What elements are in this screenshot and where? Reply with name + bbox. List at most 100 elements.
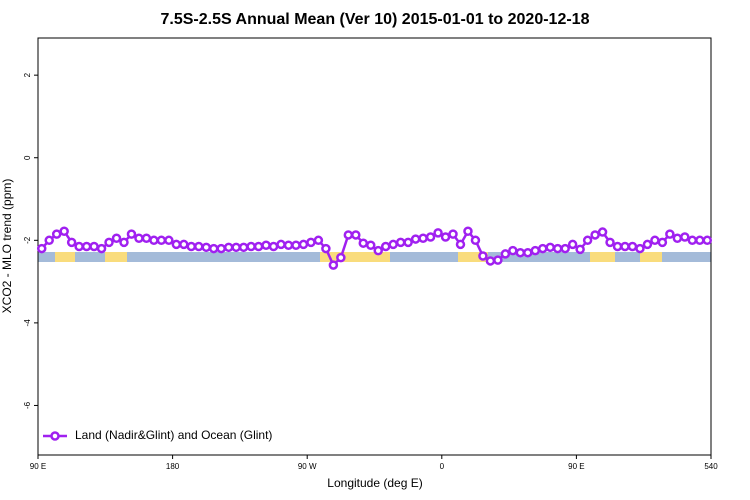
- data-point: [343, 230, 354, 240]
- data-point: [545, 242, 555, 253]
- data-point: [530, 245, 541, 256]
- data-point: [328, 260, 339, 270]
- data-point: [552, 243, 563, 254]
- data-point: [515, 247, 526, 258]
- data-point: [141, 233, 152, 243]
- land-patch: [55, 252, 75, 262]
- data-point: [373, 245, 383, 256]
- data-point: [657, 237, 668, 248]
- data-point: [597, 227, 608, 237]
- land-patch: [320, 252, 390, 262]
- data-point: [44, 235, 54, 246]
- data-point: [89, 241, 99, 252]
- data-point: [298, 239, 309, 250]
- data-point: [403, 237, 413, 248]
- data-point: [605, 237, 615, 248]
- data-point: [478, 251, 488, 261]
- y-tick-label: -4: [23, 319, 32, 327]
- data-point: [351, 230, 361, 240]
- data-point: [59, 226, 69, 236]
- data-point: [635, 243, 645, 254]
- data-point: [665, 229, 675, 239]
- x-axis-label: Longitude (deg E): [327, 476, 422, 490]
- data-point: [223, 242, 234, 253]
- data-point: [81, 241, 92, 252]
- legend-marker: [50, 431, 60, 441]
- data-point: [134, 233, 144, 243]
- data-point: [388, 239, 398, 250]
- data-point: [440, 232, 451, 242]
- data-point: [672, 233, 683, 243]
- data-point: [194, 241, 204, 252]
- data-point: [238, 242, 249, 253]
- data-point: [650, 235, 660, 246]
- data-point: [493, 255, 503, 265]
- data-point: [186, 241, 197, 252]
- data-point: [36, 243, 47, 254]
- data-point: [104, 237, 114, 248]
- data-point: [567, 239, 578, 250]
- data-point: [575, 244, 585, 255]
- data-point: [582, 235, 593, 246]
- data-point: [523, 247, 533, 258]
- y-axis-label: XCO2 - MLO trend (ppm): [0, 179, 14, 314]
- y-tick-label: 0: [23, 155, 32, 160]
- data-point: [433, 228, 443, 238]
- land-patch: [590, 252, 615, 262]
- data-point: [126, 229, 137, 239]
- data-point: [336, 252, 346, 263]
- data-point: [201, 242, 211, 253]
- data-point: [111, 233, 122, 243]
- data-point: [538, 243, 548, 254]
- data-point: [410, 234, 421, 244]
- data-point: [500, 249, 511, 259]
- data-point: [66, 237, 77, 248]
- data-point: [455, 239, 466, 250]
- x-tick-label: 90 E: [30, 462, 46, 471]
- data-point: [171, 239, 182, 250]
- data-point: [164, 235, 174, 246]
- data-point: [358, 238, 369, 248]
- data-point: [231, 242, 241, 253]
- data-point: [179, 239, 189, 250]
- data-point: [276, 239, 286, 250]
- data-point: [485, 256, 496, 266]
- data-point: [253, 241, 264, 252]
- x-tick-label: 90 W: [298, 462, 317, 471]
- data-point: [702, 235, 713, 246]
- data-point: [642, 239, 653, 250]
- x-tick-label: 180: [166, 462, 180, 471]
- data-point: [74, 241, 84, 252]
- data-point: [246, 241, 256, 252]
- y-tick-label: 2: [23, 72, 32, 77]
- data-point: [96, 243, 107, 254]
- land-patch: [640, 252, 662, 262]
- data-point: [149, 235, 159, 246]
- y-tick-label: -6: [23, 401, 32, 409]
- y-tick-label: -2: [23, 236, 32, 244]
- data-point: [208, 243, 219, 254]
- data-point: [119, 237, 129, 248]
- data-point: [51, 229, 62, 239]
- land-patch: [458, 252, 488, 262]
- data-point: [268, 241, 279, 252]
- data-point: [680, 232, 690, 242]
- data-point: [395, 237, 406, 248]
- data-point: [508, 245, 518, 256]
- data-point: [306, 237, 316, 248]
- data-point: [687, 235, 698, 246]
- data-point: [380, 241, 391, 252]
- data-point: [448, 229, 458, 239]
- x-tick-label: 540: [704, 462, 718, 471]
- land-ocean-band: [38, 252, 711, 262]
- data-point: [612, 241, 623, 252]
- data-point: [470, 235, 481, 246]
- data-point: [620, 241, 630, 252]
- data-point: [321, 243, 331, 254]
- data-point: [463, 226, 473, 236]
- data-point: [590, 230, 600, 240]
- chart-title: 7.5S-2.5S Annual Mean (Ver 10) 2015-01-0…: [161, 11, 590, 28]
- data-point: [425, 232, 436, 242]
- data-point: [261, 240, 271, 251]
